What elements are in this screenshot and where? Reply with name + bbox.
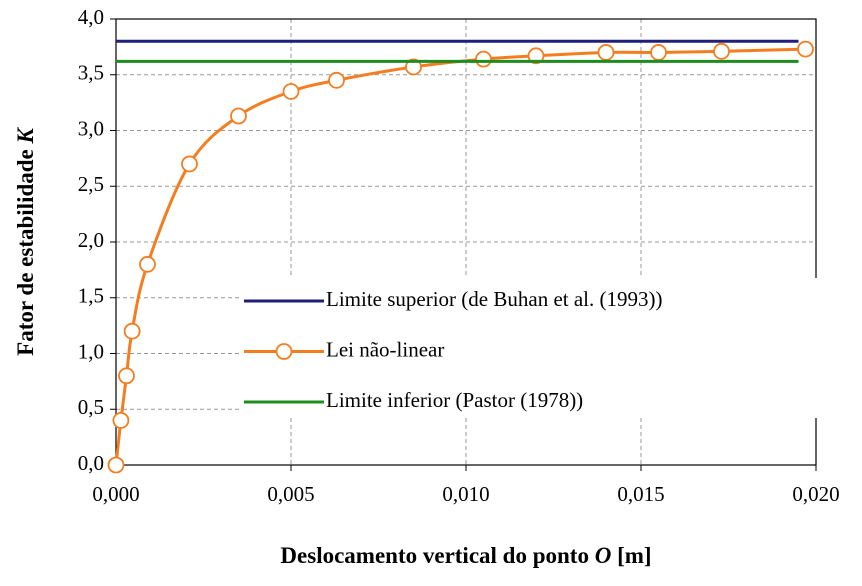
y-tick-label: 3,5 — [78, 61, 104, 85]
marker — [328, 71, 345, 89]
series-line — [114, 47, 806, 466]
y-tick-label: 4,0 — [78, 5, 104, 29]
y-tick-label: 1,0 — [78, 339, 104, 363]
y-axis-title: Fator de estabilidade K — [13, 127, 38, 356]
y-axis-symbol: K — [13, 127, 38, 145]
legend-label: Lei não-linear — [326, 337, 444, 361]
legend-box — [240, 278, 835, 418]
marker — [797, 40, 814, 58]
marker — [107, 456, 125, 474]
marker — [118, 367, 135, 385]
marker — [527, 47, 545, 65]
y-tick-label: 1,5 — [78, 284, 104, 308]
x-tick-label: 0,010 — [442, 482, 489, 506]
marker — [650, 44, 667, 61]
marker — [713, 42, 730, 60]
marker — [123, 322, 141, 340]
x-axis-symbol: O — [595, 543, 612, 568]
marker — [139, 255, 156, 273]
marker — [597, 44, 615, 61]
marker — [282, 83, 300, 100]
y-tick-label: 0,0 — [78, 451, 104, 475]
marker — [230, 107, 247, 125]
x-tick-label: 0,005 — [267, 482, 314, 506]
marker — [112, 411, 130, 429]
marker — [405, 58, 422, 76]
x-axis-title-text: Deslocamento vertical do ponto — [280, 543, 589, 568]
x-axis-title: Deslocamento vertical do ponto O [m] — [280, 543, 651, 568]
x-axis-unit: [m] — [617, 543, 651, 568]
x-tick-label: 0,020 — [792, 482, 839, 506]
legend-label: Limite superior (de Buhan et al. (1993)) — [326, 287, 662, 311]
y-axis-title-text: Fator de estabilidade — [13, 149, 38, 356]
y-tick-label: 2,0 — [78, 228, 104, 252]
marker — [181, 155, 198, 173]
y-tick-label: 3,0 — [78, 116, 104, 140]
y-tick-label: 2,5 — [78, 172, 104, 196]
legend: Limite superior (de Buhan et al. (1993))… — [240, 278, 835, 418]
marker — [475, 50, 492, 68]
legend-marker — [275, 343, 293, 360]
y-tick-label: 0,5 — [78, 395, 104, 419]
x-tick-label: 0,000 — [92, 482, 139, 506]
x-tick-label: 0,015 — [617, 482, 664, 506]
legend-label: Limite inferior (Pastor (1978)) — [326, 388, 583, 412]
